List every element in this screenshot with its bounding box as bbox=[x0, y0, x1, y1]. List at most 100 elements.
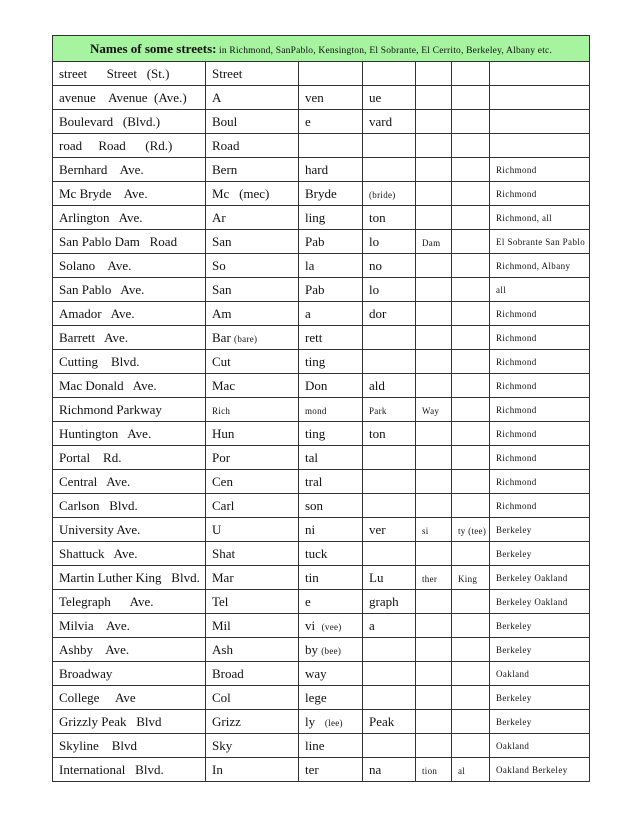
syllable-3-cell: Lu bbox=[362, 565, 416, 590]
street-name-cell: Broadway bbox=[52, 661, 206, 686]
syllable-3-cell: ton bbox=[362, 421, 416, 446]
street-name-cell: road Road (Rd.) bbox=[52, 133, 206, 158]
syllable-3-cell: lo bbox=[362, 229, 416, 254]
syllable-3-cell: dor bbox=[362, 301, 416, 326]
syllable-1-cell: Ash bbox=[205, 637, 299, 662]
syllable-4-cell bbox=[415, 373, 452, 398]
syllable-3-cell bbox=[362, 685, 416, 710]
syllable-2-cell: e bbox=[298, 109, 363, 134]
syllable-2-cell: way bbox=[298, 661, 363, 686]
city-cell: Berkeley bbox=[488, 517, 591, 542]
syllable-3-cell: ue bbox=[362, 85, 416, 110]
syllable-3-cell bbox=[362, 637, 416, 662]
syllable-2-cell: tin bbox=[298, 565, 363, 590]
syllable-1-cell: So bbox=[205, 253, 299, 278]
syllable-1-cell: Col bbox=[205, 685, 299, 710]
syllable-5-cell bbox=[451, 325, 490, 350]
table-row: San Pablo Ave. San Pab lo all bbox=[52, 277, 591, 302]
syllable-5-cell bbox=[451, 637, 490, 662]
syllable-2-cell: lege bbox=[298, 685, 363, 710]
syllable-4-cell: si bbox=[415, 517, 452, 542]
syllable-3-cell: lo bbox=[362, 277, 416, 302]
syllable-1-cell: Mac bbox=[205, 373, 299, 398]
syllable-2-cell: la bbox=[298, 253, 363, 278]
syllable-2-cell: vi (vee) bbox=[298, 613, 363, 638]
syllable-2-cell: tuck bbox=[298, 541, 363, 566]
syllable-2-cell: ter bbox=[298, 757, 363, 782]
syllable-3-cell: na bbox=[362, 757, 416, 782]
table-row: International Blvd. In ter na tion al Oakland … bbox=[52, 757, 591, 782]
syllable-3-cell bbox=[362, 157, 416, 182]
syllable-1-cell: Bern bbox=[205, 157, 299, 182]
syllable-2-cell: ven bbox=[298, 85, 363, 110]
syllable-2-note: (bee) bbox=[321, 645, 342, 656]
syllable-1-cell: A bbox=[205, 85, 299, 110]
syllable-5-note: King bbox=[458, 573, 478, 584]
table-row: street Street (St.) Street bbox=[52, 61, 591, 86]
syllable-2-note: (lee) bbox=[324, 717, 343, 728]
city-cell: Richmond, all bbox=[488, 205, 591, 230]
syllable-2-cell: tal bbox=[298, 445, 363, 470]
syllable-5-note: ty (tee) bbox=[458, 525, 487, 536]
street-name-cell: Ashby Ave. bbox=[52, 637, 206, 662]
street-name-cell: Huntington Ave. bbox=[52, 421, 206, 446]
street-name-cell: Central Ave. bbox=[52, 469, 206, 494]
city-cell bbox=[488, 61, 591, 86]
syllable-5-cell bbox=[451, 421, 490, 446]
syllable-3-cell: no bbox=[362, 253, 416, 278]
syllable-4-cell bbox=[415, 709, 452, 734]
table-row: Martin Luther King Blvd. Mar tin Lu ther King… bbox=[52, 565, 591, 590]
city-cell: Richmond bbox=[488, 397, 591, 422]
syllable-2-cell: Bryde bbox=[298, 181, 363, 206]
syllable-3-cell bbox=[362, 541, 416, 566]
table-title-cell: Names of some streets: in Richmond, SanP… bbox=[51, 35, 591, 62]
table-row: Bernhard Ave. Bern hard Richmond bbox=[52, 157, 591, 182]
syllable-5-cell bbox=[451, 613, 490, 638]
syllable-5-cell: al bbox=[451, 757, 490, 782]
syllable-2-note: mond bbox=[305, 405, 327, 416]
syllable-5-cell: King bbox=[451, 565, 490, 590]
street-name-cell: Portal Rd. bbox=[52, 445, 206, 470]
syllable-3-cell bbox=[362, 349, 416, 374]
syllable-3-cell: ton bbox=[362, 205, 416, 230]
syllable-2-text: by bbox=[305, 641, 322, 657]
syllable-2-cell: mond bbox=[298, 397, 363, 422]
table-row: Skyline Blvd Sky line Oakland bbox=[52, 733, 591, 758]
table-row: Ashby Ave. Ash by (bee) Berkeley bbox=[52, 637, 591, 662]
syllable-2-cell: ling bbox=[298, 205, 363, 230]
syllable-5-cell bbox=[451, 277, 490, 302]
syllable-4-cell: tion bbox=[415, 757, 452, 782]
syllable-3-cell bbox=[362, 493, 416, 518]
syllable-4-cell bbox=[415, 613, 452, 638]
syllable-2-note: (vee) bbox=[321, 621, 342, 632]
syllable-1-cell: Grizz bbox=[205, 709, 299, 734]
street-name-cell: San Pablo Dam Road bbox=[52, 229, 206, 254]
syllable-4-cell bbox=[415, 493, 452, 518]
syllable-2-cell: tral bbox=[298, 469, 363, 494]
street-name-cell: Barrett Ave. bbox=[52, 325, 206, 350]
syllable-2-cell: ting bbox=[298, 349, 363, 374]
syllable-5-cell bbox=[451, 301, 490, 326]
syllable-4-note: si bbox=[422, 525, 429, 536]
syllable-2-cell: line bbox=[298, 733, 363, 758]
syllable-2-cell: hard bbox=[298, 157, 363, 182]
syllable-1-cell: Rich bbox=[205, 397, 299, 422]
syllable-2-text: ly bbox=[305, 713, 325, 729]
street-name-cell: street Street (St.) bbox=[52, 61, 206, 86]
street-name-cell: Carlson Blvd. bbox=[52, 493, 206, 518]
syllable-4-cell bbox=[415, 157, 452, 182]
syllable-2-cell: ting bbox=[298, 421, 363, 446]
syllable-3-note: Park bbox=[369, 405, 387, 416]
syllable-4-cell bbox=[415, 445, 452, 470]
syllable-5-cell: ty (tee) bbox=[451, 517, 490, 542]
street-name-cell: College Ave bbox=[52, 685, 206, 710]
street-name-cell: International Blvd. bbox=[52, 757, 206, 782]
city-cell bbox=[488, 133, 591, 158]
table-row: Central Ave. Cen tral Richmond bbox=[52, 469, 591, 494]
syllable-2-cell: e bbox=[298, 589, 363, 614]
syllable-5-cell bbox=[451, 661, 490, 686]
syllable-5-cell bbox=[451, 685, 490, 710]
syllable-3-cell bbox=[362, 325, 416, 350]
syllable-1-cell: Tel bbox=[205, 589, 299, 614]
city-cell: Oakland Berkeley bbox=[488, 757, 591, 782]
